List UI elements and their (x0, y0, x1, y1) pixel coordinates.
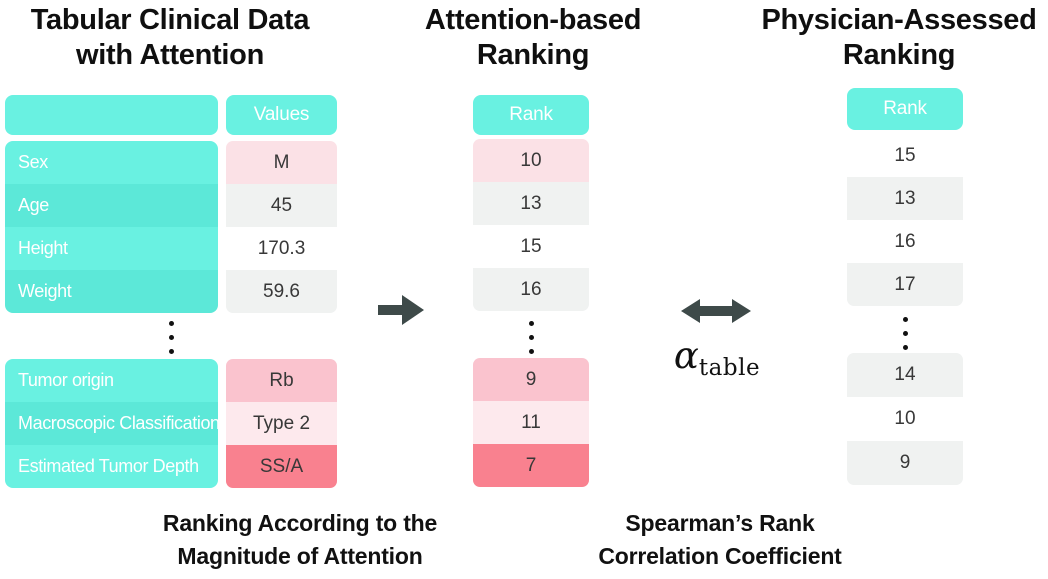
row-label: Age (5, 184, 218, 227)
row-value: 45 (226, 184, 337, 227)
right-title-line2: Ranking (842, 39, 956, 71)
clinical-table-values-top: M 45 170.3 59.6 (226, 141, 337, 313)
clinical-table-header-values: Values (226, 95, 337, 135)
attention-rank-header: Rank (473, 95, 589, 135)
row-value: Rb (226, 359, 337, 402)
ellipsis-left (166, 321, 176, 354)
rank-cell: 15 (847, 134, 963, 177)
rank-cell: 17 (847, 263, 963, 306)
rank-cell: 16 (473, 268, 589, 311)
middle-title-line1: Attention-based (424, 4, 642, 36)
spearman-caption-line2: Correlation Coefficient (598, 543, 842, 569)
rank-cell: 9 (847, 441, 963, 485)
rank-cell: 10 (847, 397, 963, 441)
ellipsis-middle (526, 321, 536, 354)
rank-cell: 16 (847, 220, 963, 263)
attention-rank-rows-bottom: 9 11 7 (473, 358, 589, 487)
row-label: Macroscopic Classification (5, 402, 218, 445)
right-title: Physician-Assessed Ranking (750, 3, 1048, 73)
ellipsis-right (900, 317, 910, 350)
double-arrow-icon (681, 299, 751, 323)
rank-cell: 15 (473, 225, 589, 268)
clinical-table-header-label (5, 95, 218, 135)
clinical-table-labels-bottom: Tumor origin Macroscopic Classification … (5, 359, 218, 488)
left-title-line1: Tabular Clinical Data (30, 4, 310, 36)
row-label: Tumor origin (5, 359, 218, 402)
row-label: Weight (5, 270, 218, 313)
alpha-subscript: table (698, 355, 761, 381)
spearman-caption-line1: Spearman’s Rank (625, 510, 815, 536)
alpha-symbol: α (673, 334, 699, 377)
rank-cell: 14 (847, 353, 963, 397)
row-value: 170.3 (226, 227, 337, 270)
attention-caption-line1: Ranking According to the (162, 510, 438, 536)
right-arrow-icon (378, 295, 424, 325)
physician-rank-rows-top: 15 13 16 17 (847, 134, 963, 306)
row-label: Sex (5, 141, 218, 184)
spearman-caption: Spearman’s Rank Correlation Coefficient (548, 507, 892, 573)
middle-title-line2: Ranking (476, 39, 590, 71)
row-value: M (226, 141, 337, 184)
attention-rank-rows-top: 10 13 15 16 (473, 139, 589, 311)
row-value: SS/A (226, 445, 337, 488)
rank-cell: 10 (473, 139, 589, 182)
row-label: Estimated Tumor Depth (5, 445, 218, 488)
left-title: Tabular Clinical Data with Attention (0, 3, 340, 73)
row-value: Type 2 (226, 402, 337, 445)
physician-rank-rows-bottom: 14 10 9 (847, 353, 963, 485)
right-title-line1: Physician-Assessed (761, 4, 1037, 36)
attention-caption: Ranking According to the Magnitude of At… (128, 507, 472, 573)
rank-cell: 9 (473, 358, 589, 401)
rank-cell: 7 (473, 444, 589, 487)
physician-rank-header: Rank (847, 88, 963, 130)
attention-caption-line2: Magnitude of Attention (177, 543, 423, 569)
clinical-table-labels-top: Sex Age Height Weight (5, 141, 218, 313)
rank-cell: 11 (473, 401, 589, 444)
row-value: 59.6 (226, 270, 337, 313)
middle-title: Attention-based Ranking (388, 3, 678, 73)
left-title-line2: with Attention (75, 39, 264, 71)
rank-cell: 13 (847, 177, 963, 220)
clinical-table-values-bottom: Rb Type 2 SS/A (226, 359, 337, 488)
rank-cell: 13 (473, 182, 589, 225)
alpha-table-label: αtable (652, 334, 782, 381)
row-label: Height (5, 227, 218, 270)
